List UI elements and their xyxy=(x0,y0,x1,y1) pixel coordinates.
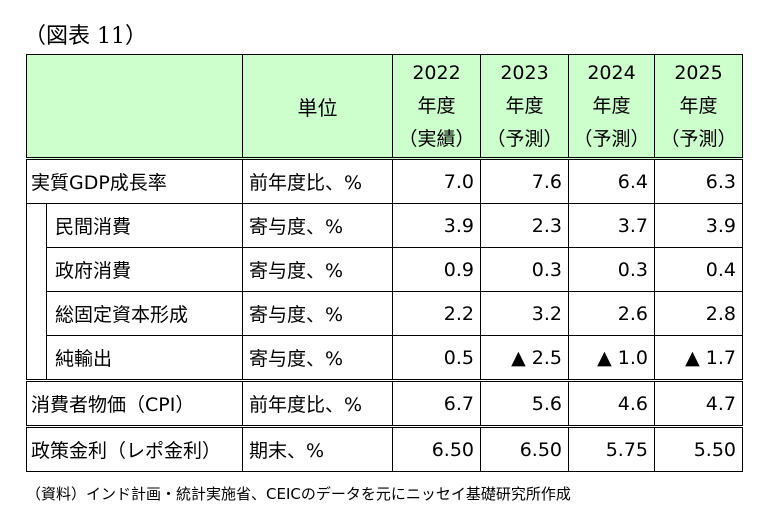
row-label: 民間消費 xyxy=(46,203,243,248)
cell-value: 0.9 xyxy=(392,247,481,292)
cell-value: 0.3 xyxy=(480,247,569,292)
cell-value: 7.0 xyxy=(392,157,481,204)
header-unit: 単位 xyxy=(242,54,393,159)
cell-value: 6.3 xyxy=(654,157,743,204)
cell-value: 6.4 xyxy=(568,157,655,204)
table-row: 純輸出 寄与度、% 0.5 ▲ 2.5 ▲ 1.0 ▲ 1.7 xyxy=(26,335,743,381)
indent-cell xyxy=(26,335,47,381)
row-unit: 期末、% xyxy=(242,425,393,472)
row-unit: 寄与度、% xyxy=(242,203,393,248)
forecast-table: 単位 2022 年度 （実績） 2023 年度 （予測） 2024 年度 （予測… xyxy=(26,54,743,472)
year: 2022 xyxy=(412,61,461,84)
row-unit: 寄与度、% xyxy=(242,291,393,336)
cell-value: 5.75 xyxy=(568,425,655,472)
year: 2024 xyxy=(587,61,636,84)
year-suffix: 年度 xyxy=(505,94,544,117)
row-unit: 前年度比、% xyxy=(242,379,393,427)
header-year-2023: 2023 年度 （予測） xyxy=(480,54,569,159)
cell-value: 2.6 xyxy=(568,291,655,336)
cell-value: 4.6 xyxy=(568,379,655,427)
row-label: 消費者物価（CPI） xyxy=(26,379,243,427)
header-row: 単位 2022 年度 （実績） 2023 年度 （予測） 2024 年度 （予測… xyxy=(26,54,743,159)
year-status: （予測） xyxy=(573,127,650,150)
indent-cell xyxy=(26,247,47,292)
cell-value: 6.50 xyxy=(392,425,481,472)
year-status: （予測） xyxy=(486,127,563,150)
table-row: 政府消費 寄与度、% 0.9 0.3 0.3 0.4 xyxy=(26,247,743,292)
cell-value: ▲ 1.0 xyxy=(568,335,655,381)
indent-cell xyxy=(26,203,47,248)
year-suffix: 年度 xyxy=(417,94,456,117)
cell-value: 3.9 xyxy=(654,203,743,248)
year-suffix: 年度 xyxy=(592,94,631,117)
cell-value: 2.8 xyxy=(654,291,743,336)
year-suffix: 年度 xyxy=(679,94,718,117)
row-label: 政策金利（レポ金利） xyxy=(26,425,243,472)
cell-value: ▲ 1.7 xyxy=(654,335,743,381)
cell-value: 4.7 xyxy=(654,379,743,427)
row-label: 実質GDP成長率 xyxy=(26,157,243,204)
cell-value: 0.3 xyxy=(568,247,655,292)
cell-value: 3.2 xyxy=(480,291,569,336)
cell-value: 6.50 xyxy=(480,425,569,472)
row-unit: 寄与度、% xyxy=(242,335,393,381)
source-note: （資料）インド計画・統計実施省、CEICのデータを元にニッセイ基礎研究所作成 xyxy=(26,485,571,503)
header-year-2024: 2024 年度 （予測） xyxy=(568,54,655,159)
table-row: 政策金利（レポ金利） 期末、% 6.50 6.50 5.75 5.50 xyxy=(26,425,743,472)
year: 2025 xyxy=(674,61,723,84)
cell-value: 2.2 xyxy=(392,291,481,336)
year-status: （実績） xyxy=(398,127,475,150)
table-row: 消費者物価（CPI） 前年度比、% 6.7 5.6 4.6 4.7 xyxy=(26,379,743,427)
header-year-2022: 2022 年度 （実績） xyxy=(392,54,481,159)
indent-cell xyxy=(26,291,47,336)
figure-label: （図表 11） xyxy=(24,24,147,49)
cell-value: ▲ 2.5 xyxy=(480,335,569,381)
row-unit: 前年度比、% xyxy=(242,157,393,204)
cell-value: 3.7 xyxy=(568,203,655,248)
table-row: 実質GDP成長率 前年度比、% 7.0 7.6 6.4 6.3 xyxy=(26,157,743,204)
header-year-2025: 2025 年度 （予測） xyxy=(654,54,743,159)
row-label: 政府消費 xyxy=(46,247,243,292)
cell-value: 2.3 xyxy=(480,203,569,248)
cell-value: 6.7 xyxy=(392,379,481,427)
row-unit: 寄与度、% xyxy=(242,247,393,292)
cell-value: 0.4 xyxy=(654,247,743,292)
row-label: 総固定資本形成 xyxy=(46,291,243,336)
cell-value: 5.50 xyxy=(654,425,743,472)
year-status: （予測） xyxy=(660,127,737,150)
table-row: 民間消費 寄与度、% 3.9 2.3 3.7 3.9 xyxy=(26,203,743,248)
cell-value: 0.5 xyxy=(392,335,481,381)
year: 2023 xyxy=(500,61,549,84)
row-label: 純輸出 xyxy=(46,335,243,381)
cell-value: 3.9 xyxy=(392,203,481,248)
table-row: 総固定資本形成 寄与度、% 2.2 3.2 2.6 2.8 xyxy=(26,291,743,336)
cell-value: 5.6 xyxy=(480,379,569,427)
header-blank xyxy=(26,54,243,159)
cell-value: 7.6 xyxy=(480,157,569,204)
